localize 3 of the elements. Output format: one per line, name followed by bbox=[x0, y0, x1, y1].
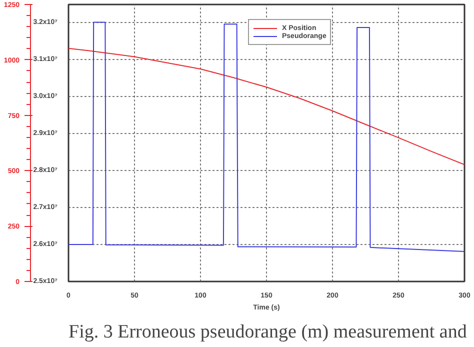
line-series bbox=[68, 22, 464, 252]
line-series bbox=[68, 48, 464, 166]
caption: Fig. 3 Erroneous pseudorange (m) measurement and bbox=[68, 322, 468, 342]
